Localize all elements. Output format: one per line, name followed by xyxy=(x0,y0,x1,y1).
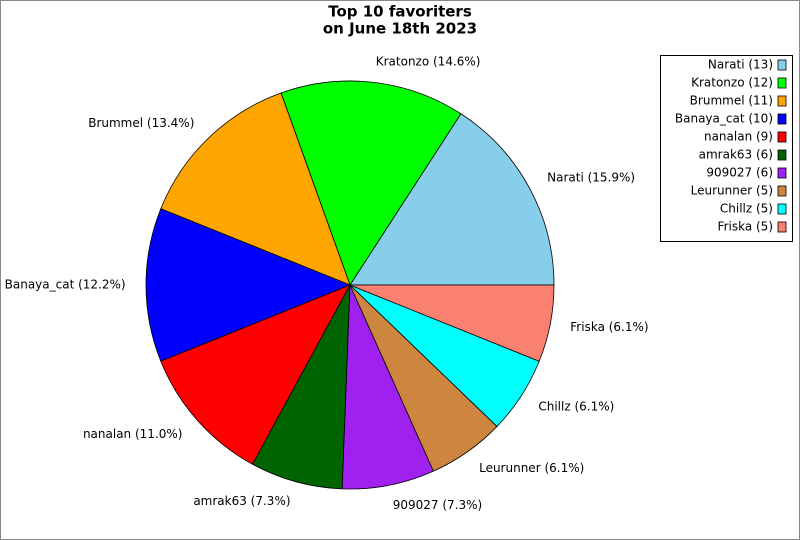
slice-label: Banaya_cat (12.2%) xyxy=(5,278,126,292)
legend-label: Leurunner (5) xyxy=(691,184,773,198)
legend-label: 909027 (6) xyxy=(706,166,773,180)
slice-label: Narati (15.9%) xyxy=(547,170,635,184)
legend-swatch xyxy=(777,149,787,161)
legend-label: Friska (5) xyxy=(718,220,773,234)
slice-label: Leurunner (6.1%) xyxy=(479,461,584,475)
slice-label: Chillz (6.1%) xyxy=(538,399,614,413)
legend-swatch xyxy=(777,95,787,107)
legend-swatch xyxy=(777,59,787,71)
pie-slice xyxy=(145,208,352,362)
legend-label: Narati (13) xyxy=(708,58,773,72)
pie-slice xyxy=(349,284,555,362)
chart-title: on June 18th 2023 xyxy=(323,20,477,38)
legend-swatch xyxy=(777,203,787,215)
legend-box xyxy=(660,55,793,242)
slice-label: Kratonzo (14.6%) xyxy=(376,55,481,69)
legend-label: Brummel (11) xyxy=(690,94,773,108)
slice-label: Friska (6.1%) xyxy=(570,320,648,334)
legend-swatch xyxy=(777,113,787,125)
legend-label: nanalan (9) xyxy=(704,130,773,144)
pie-slice xyxy=(349,113,555,286)
legend-swatch xyxy=(777,167,787,179)
slice-label: Brummel (13.4%) xyxy=(88,116,194,130)
slice-label: amrak63 (7.3%) xyxy=(193,494,290,508)
pie-slice xyxy=(160,284,351,465)
legend-label: Kratonzo (12) xyxy=(691,76,773,90)
legend-swatch xyxy=(777,77,787,89)
legend-swatch xyxy=(777,131,787,143)
slice-label: nanalan (11.0%) xyxy=(83,427,183,441)
legend-swatch xyxy=(777,221,787,233)
legend-label: amrak63 (6) xyxy=(699,148,773,162)
pie-slice xyxy=(280,80,462,286)
legend-label: Chillz (5) xyxy=(720,202,773,216)
legend-label: Banaya_cat (10) xyxy=(675,112,773,126)
slice-label: 909027 (7.3%) xyxy=(393,498,482,512)
legend-swatch xyxy=(777,185,787,197)
pie-slice xyxy=(160,92,351,286)
chart-title: Top 10 favoriters xyxy=(328,3,472,21)
